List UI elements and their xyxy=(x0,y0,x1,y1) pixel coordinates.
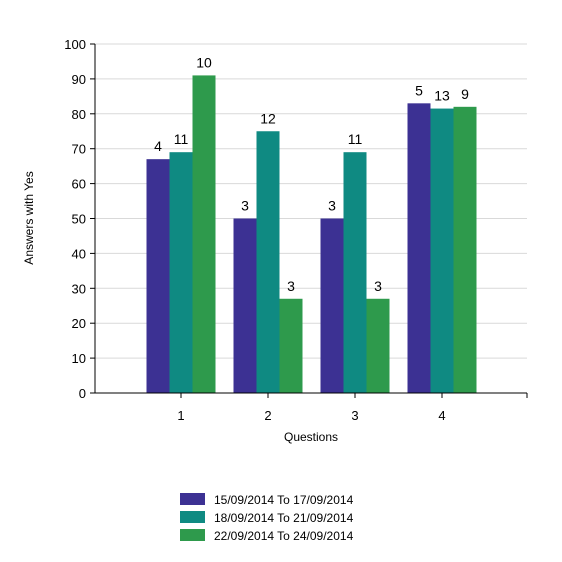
bar xyxy=(430,108,454,393)
data-label: 13 xyxy=(434,88,450,104)
legend-label: 18/09/2014 To 21/09/2014 xyxy=(214,511,354,525)
legend: 15/09/2014 To 17/09/2014 18/09/2014 To 21… xyxy=(180,493,354,543)
legend-swatch xyxy=(180,493,205,505)
data-label: 4 xyxy=(154,138,162,154)
bar xyxy=(233,218,257,393)
y-tick-label: 30 xyxy=(72,281,86,296)
legend-swatch xyxy=(180,529,205,541)
data-label: 12 xyxy=(260,110,276,126)
y-axis-title: Answers with Yes xyxy=(22,171,36,264)
bar xyxy=(256,131,280,393)
data-label: 11 xyxy=(348,131,363,147)
bar xyxy=(169,152,193,393)
x-axis-title: Questions xyxy=(284,430,338,444)
axes xyxy=(90,43,528,398)
bar xyxy=(192,75,216,393)
bar xyxy=(320,218,344,393)
x-tick-label: 4 xyxy=(438,408,445,423)
data-label: 3 xyxy=(287,278,295,294)
y-tick-label: 90 xyxy=(72,72,86,87)
x-tick-labels: 1 2 3 4 xyxy=(177,408,445,423)
bar xyxy=(146,159,170,393)
data-label: 10 xyxy=(196,54,212,70)
bar-groups xyxy=(146,75,477,393)
y-tick-label: 10 xyxy=(72,351,86,366)
data-label: 3 xyxy=(328,198,336,214)
data-label: 3 xyxy=(374,278,382,294)
y-tick-label: 50 xyxy=(72,212,86,227)
bar xyxy=(366,298,390,393)
legend-swatch xyxy=(180,511,205,523)
data-label: 3 xyxy=(241,198,249,214)
legend-label: 22/09/2014 To 24/09/2014 xyxy=(214,529,354,543)
legend-label: 15/09/2014 To 17/09/2014 xyxy=(214,493,354,507)
y-tick-label: 60 xyxy=(72,177,86,192)
data-labels: 4 11 10 3 12 3 3 11 3 5 13 9 xyxy=(154,54,469,293)
bar xyxy=(279,298,303,393)
bar xyxy=(343,152,367,393)
bar xyxy=(453,106,477,393)
y-tick-label: 80 xyxy=(72,107,86,122)
y-tick-label: 100 xyxy=(64,37,86,52)
data-label: 9 xyxy=(461,86,469,102)
bar xyxy=(407,103,431,393)
x-tick-label: 3 xyxy=(351,408,358,423)
y-tick-label: 70 xyxy=(72,142,86,157)
x-tick-label: 2 xyxy=(264,408,271,423)
data-label: 5 xyxy=(415,82,423,98)
data-label: 11 xyxy=(174,131,189,147)
y-tick-label: 20 xyxy=(72,316,86,331)
x-tick-label: 1 xyxy=(177,408,184,423)
y-tick-label: 40 xyxy=(72,246,86,261)
y-tick-labels: 0 10 20 30 40 50 60 70 80 90 100 xyxy=(64,37,86,401)
y-tick-label: 0 xyxy=(79,386,86,401)
